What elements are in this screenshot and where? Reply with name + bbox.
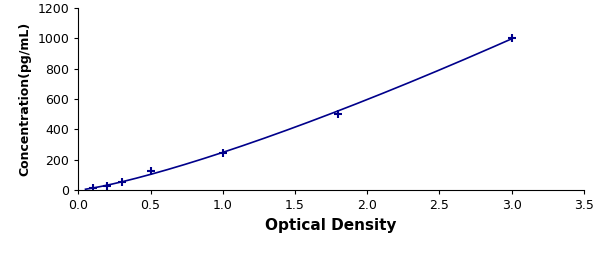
- Y-axis label: Concentration(pg/mL): Concentration(pg/mL): [19, 22, 32, 176]
- X-axis label: Optical Density: Optical Density: [265, 218, 397, 233]
